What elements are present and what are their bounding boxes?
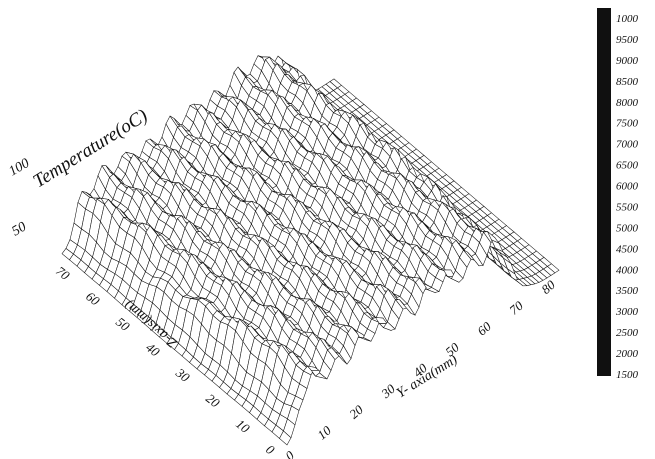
colorbar-label: 2500 (616, 327, 639, 339)
colorbar-label: 1500 (616, 369, 639, 381)
z-tick-label: 50 (10, 219, 30, 239)
colorbar-label: 6500 (616, 160, 639, 172)
y-tick-label: 70 (506, 298, 526, 318)
y-tick-label: 60 (474, 318, 494, 338)
colorbar-label: 3000 (615, 306, 639, 318)
z-tick-label: 100 (7, 156, 33, 179)
x-tick-label: 50 (113, 314, 133, 334)
colorbar-label: 7500 (616, 118, 639, 130)
colorbar-label: 9000 (616, 55, 639, 67)
colorbar-label: 9500 (616, 34, 639, 46)
x-tick-label: 20 (203, 391, 223, 411)
colorbar-label: 3500 (615, 285, 639, 297)
y-axis-label: Y- axia(mm) (394, 352, 460, 401)
colorbar-label: 8500 (616, 76, 639, 88)
colorbar-labels: 1000 9500 9000 8500 8000 7500 7000 6500 6000 5500… (615, 13, 639, 381)
colorbar-label: 5500 (616, 202, 639, 214)
colorbar-label: 2000 (616, 348, 639, 360)
x-tick-label: 70 (53, 263, 73, 283)
surface-cell (547, 263, 560, 274)
colorbar-label: 4000 (616, 264, 639, 276)
colorbar-label: 1000 (616, 13, 639, 25)
x-tick-label: 40 (143, 340, 163, 360)
colorbar (597, 8, 611, 376)
colorbar-label: 5000 (616, 222, 639, 234)
y-tick-label: 10 (314, 422, 334, 442)
y-tick-label: 20 (346, 402, 366, 422)
surface-mesh (61, 55, 560, 446)
x-tick-label: 10 (233, 416, 253, 436)
colorbar-label: 4500 (616, 243, 639, 255)
x-tick-label: 30 (172, 364, 193, 385)
x-tick-label: 0 (263, 442, 278, 458)
y-tick-label: 0 (282, 447, 297, 459)
x-tick-label: 60 (83, 289, 103, 309)
colorbar-label: 8000 (616, 97, 639, 109)
colorbar-label: 6000 (616, 181, 639, 193)
colorbar-label: 7000 (616, 139, 639, 151)
